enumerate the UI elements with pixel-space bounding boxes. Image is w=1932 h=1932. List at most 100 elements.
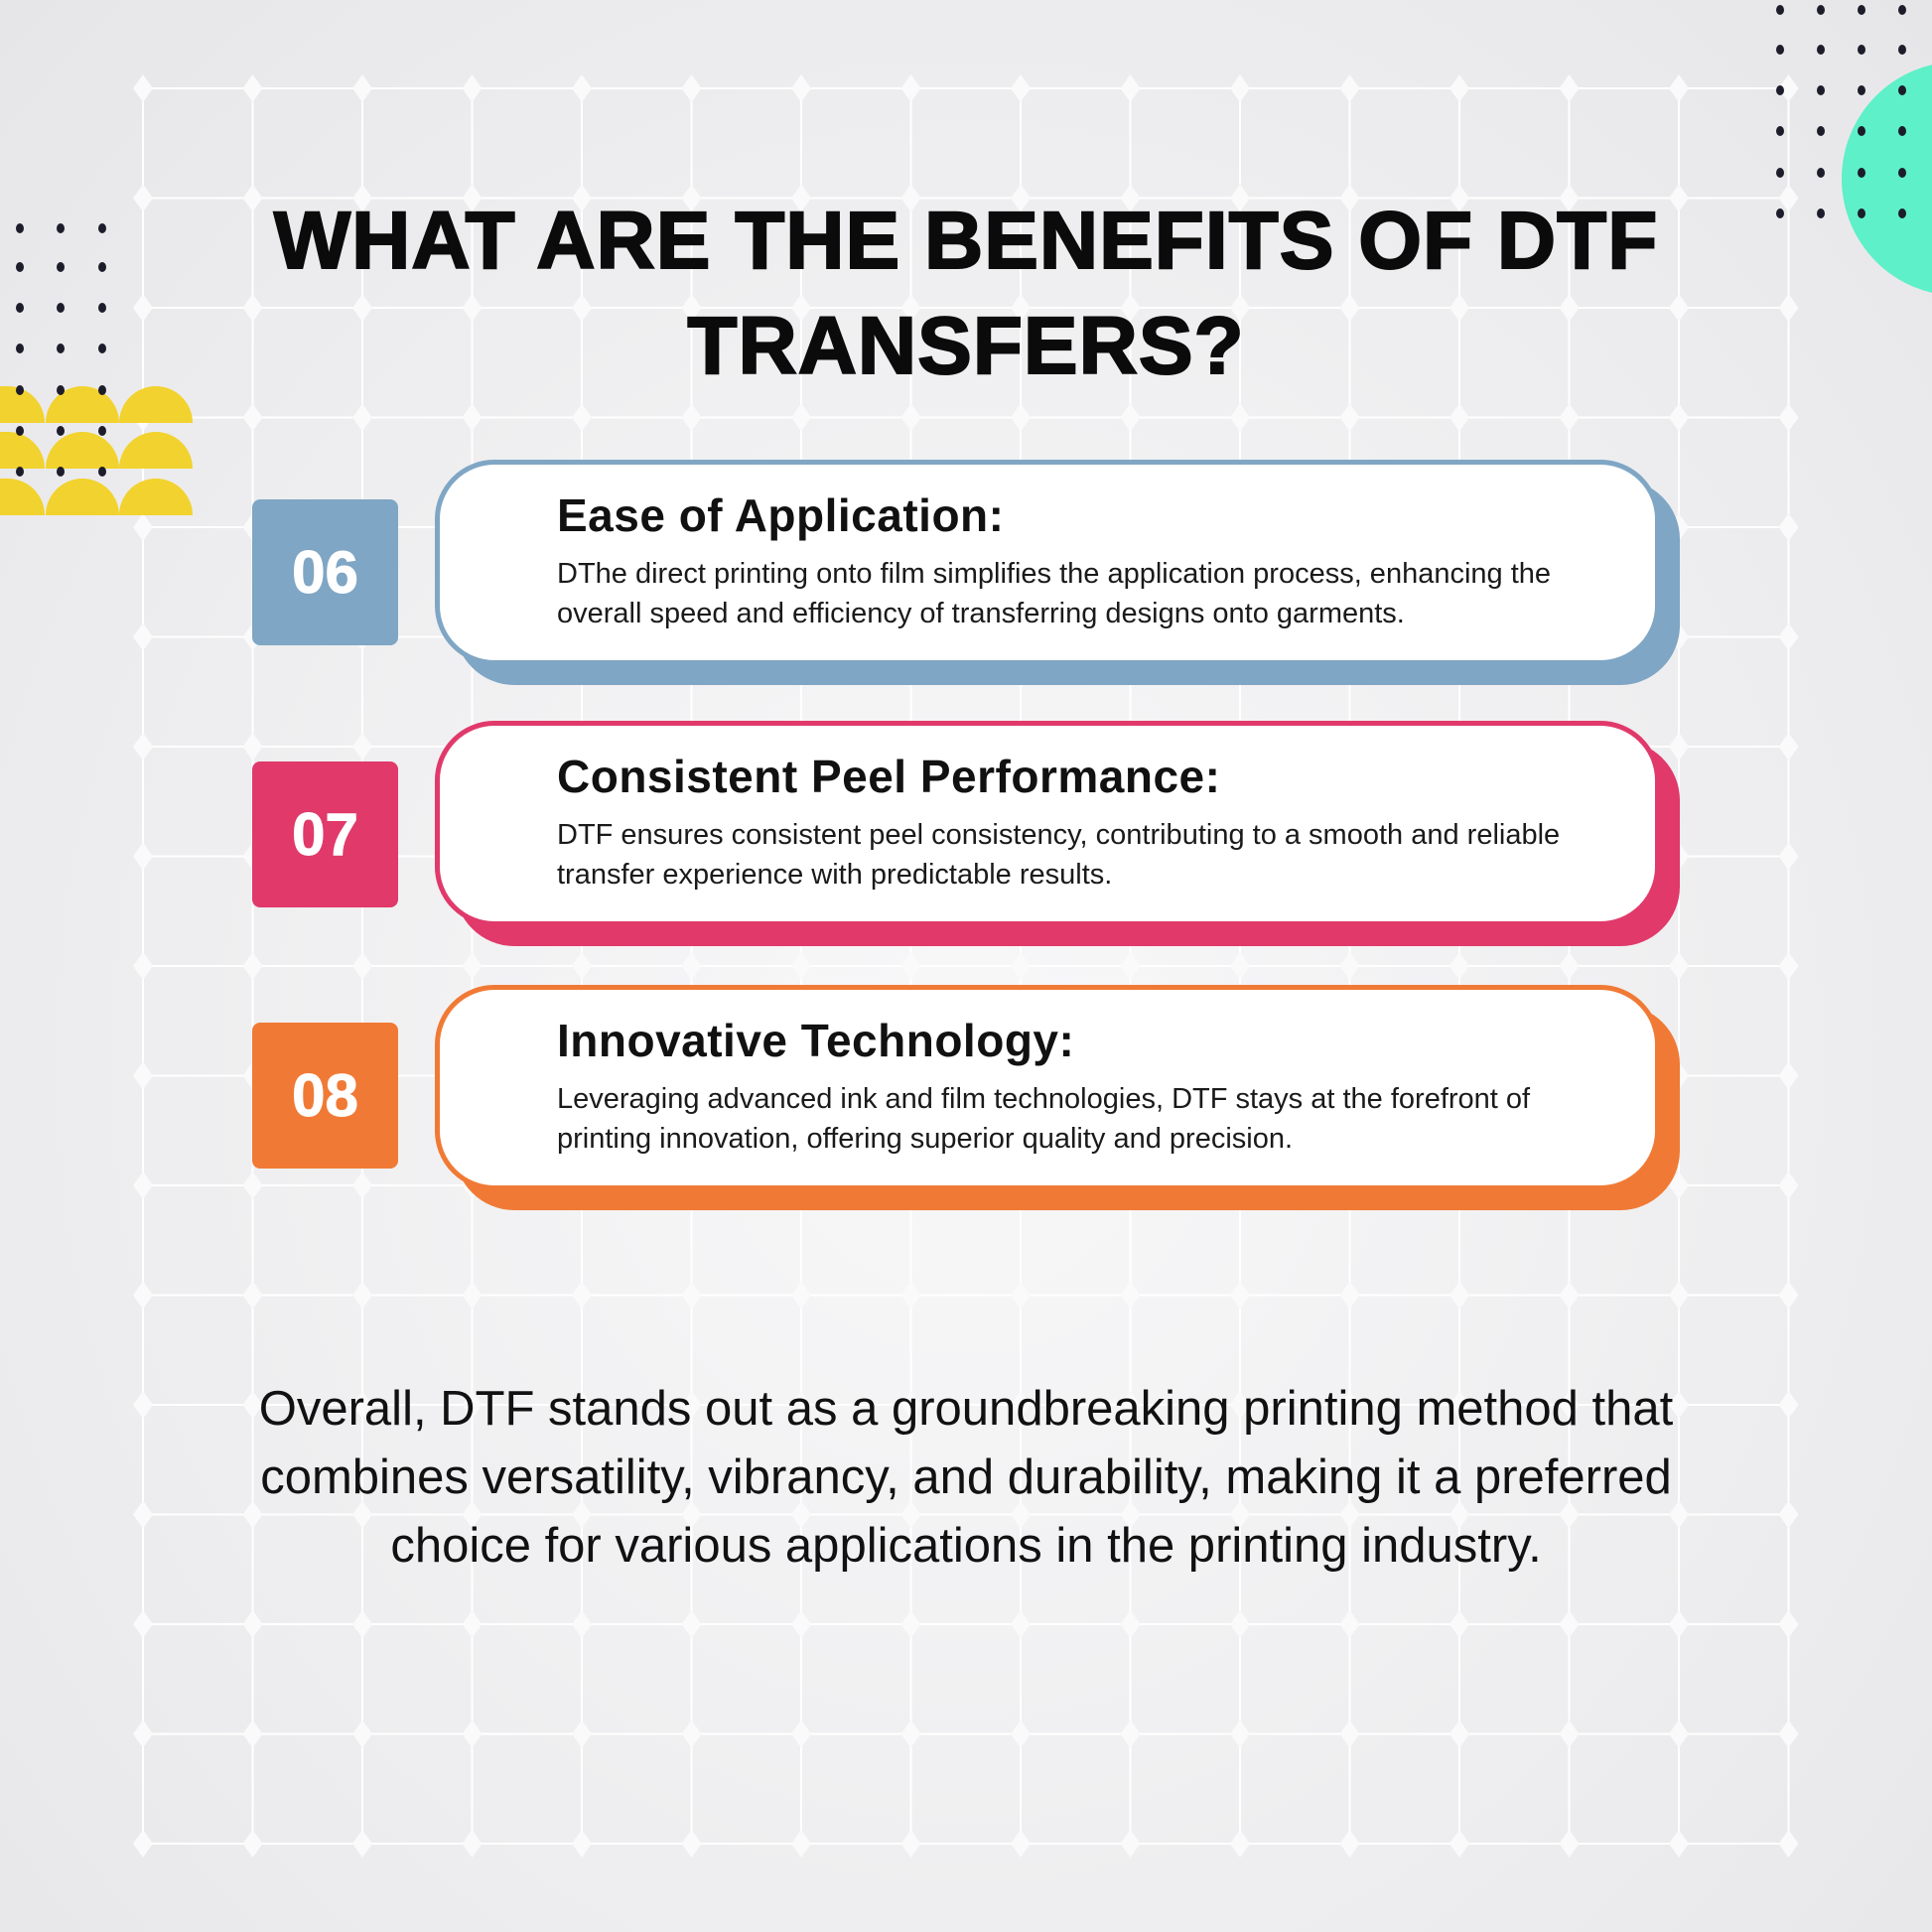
grid-diamond [1559, 1610, 1580, 1638]
grid-diamond [1669, 1281, 1689, 1310]
grid-diamond [133, 513, 153, 541]
benefit-description: DTF ensures consistent peel consistency,… [557, 819, 1561, 891]
grid-diamond [1120, 1391, 1141, 1419]
grid-diamond [242, 74, 263, 102]
grid-diamond [352, 1830, 372, 1858]
dot [1776, 85, 1784, 95]
grid-diamond [1011, 1610, 1031, 1638]
grid-diamond [1669, 733, 1689, 760]
grid-diamond [352, 294, 372, 322]
benefit-number-badge: 06 [252, 499, 398, 645]
grid-diamond [1120, 184, 1141, 212]
dot [98, 467, 106, 477]
grid-diamond [1120, 1830, 1141, 1858]
grid-diamond [1559, 952, 1580, 980]
grid-diamond [900, 74, 921, 102]
grid-diamond [352, 952, 372, 980]
grid-diamond [1011, 1391, 1031, 1419]
teal-circle-decoration [1842, 65, 1932, 293]
grid-diamond [1559, 1830, 1580, 1858]
grid-diamond [1669, 1391, 1689, 1419]
grid-diamond [133, 184, 153, 212]
grid-diamond [1230, 1391, 1250, 1419]
grid-diamond [681, 1830, 702, 1858]
grid-diamond [462, 952, 483, 980]
dot [1776, 126, 1784, 136]
benefit-heading: Consistent Peel Performance: [557, 751, 1221, 802]
grid-diamond [1339, 403, 1360, 432]
grid-diamond [1339, 1720, 1360, 1748]
dot [98, 262, 106, 272]
grid-diamond [133, 74, 153, 102]
grid-diamond [681, 294, 702, 322]
grid-diamond [1120, 1281, 1141, 1310]
grid-diamond [242, 1720, 263, 1748]
grid-diamond [1778, 1391, 1799, 1419]
grid-diamond [1559, 184, 1580, 212]
grid-diamond [1669, 1720, 1689, 1748]
grid-diamond [900, 1720, 921, 1748]
grid-diamond [572, 184, 592, 212]
grid-diamond [1011, 1281, 1031, 1310]
grid-diamond [242, 1391, 263, 1419]
grid-diamond [1449, 74, 1469, 102]
grid-diamond [1778, 1061, 1799, 1090]
grid-diamond [791, 1281, 811, 1310]
grid-diamond [572, 952, 592, 980]
dot [98, 385, 106, 395]
benefit-heading: Innovative Technology: [557, 1015, 1075, 1066]
grid-diamond [681, 1500, 702, 1529]
grid-diamond [791, 1610, 811, 1638]
grid-diamond [900, 1610, 921, 1638]
grid-diamond [1120, 1720, 1141, 1748]
grid-diamond [133, 1281, 153, 1310]
dot [16, 385, 24, 395]
grid-diamond [791, 1391, 811, 1419]
grid-diamond [133, 733, 153, 760]
grid-diamond [681, 1391, 702, 1419]
grid-diamond [242, 184, 263, 212]
grid-diamond [133, 622, 153, 651]
grid-diamond [242, 403, 263, 432]
grid-diamond [791, 1830, 811, 1858]
grid-diamond [1339, 294, 1360, 322]
grid-diamond [1778, 184, 1799, 212]
grid-diamond [352, 74, 372, 102]
grid-diamond [1778, 622, 1799, 651]
dot [16, 303, 24, 313]
grid-diamond [1778, 74, 1799, 102]
grid-diamond [1449, 184, 1469, 212]
grid-diamond [572, 294, 592, 322]
grid-diamond [1669, 74, 1689, 102]
dot [57, 303, 65, 313]
grid-diamond [1559, 1281, 1580, 1310]
grid-diamond [352, 1391, 372, 1419]
grid-diamond [1669, 294, 1689, 322]
grid-diamond [1669, 952, 1689, 980]
grid-diamond [1778, 1500, 1799, 1529]
grid-diamond [791, 1500, 811, 1529]
dot [1858, 45, 1865, 55]
dot [16, 223, 24, 233]
grid-diamond [1778, 1720, 1799, 1748]
grid-diamond [462, 1830, 483, 1858]
grid-diamond [1778, 1281, 1799, 1310]
grid-diamond [1230, 1720, 1250, 1748]
dot [1858, 85, 1865, 95]
grid-diamond [1011, 74, 1031, 102]
grid-diamond [572, 1610, 592, 1638]
grid-diamond [133, 294, 153, 322]
grid-diamond [1120, 1500, 1141, 1529]
dot [98, 223, 106, 233]
grid-diamond [352, 1172, 372, 1199]
grid-diamond [1120, 1610, 1141, 1638]
grid-diamond [791, 184, 811, 212]
dot [1776, 45, 1784, 55]
grid-diamond [900, 1281, 921, 1310]
grid-diamond [1449, 1500, 1469, 1529]
grid-diamond [1778, 952, 1799, 980]
grid-diamond [681, 952, 702, 980]
grid-diamond [352, 1500, 372, 1529]
grid-diamond [1339, 74, 1360, 102]
dot [1898, 45, 1906, 55]
